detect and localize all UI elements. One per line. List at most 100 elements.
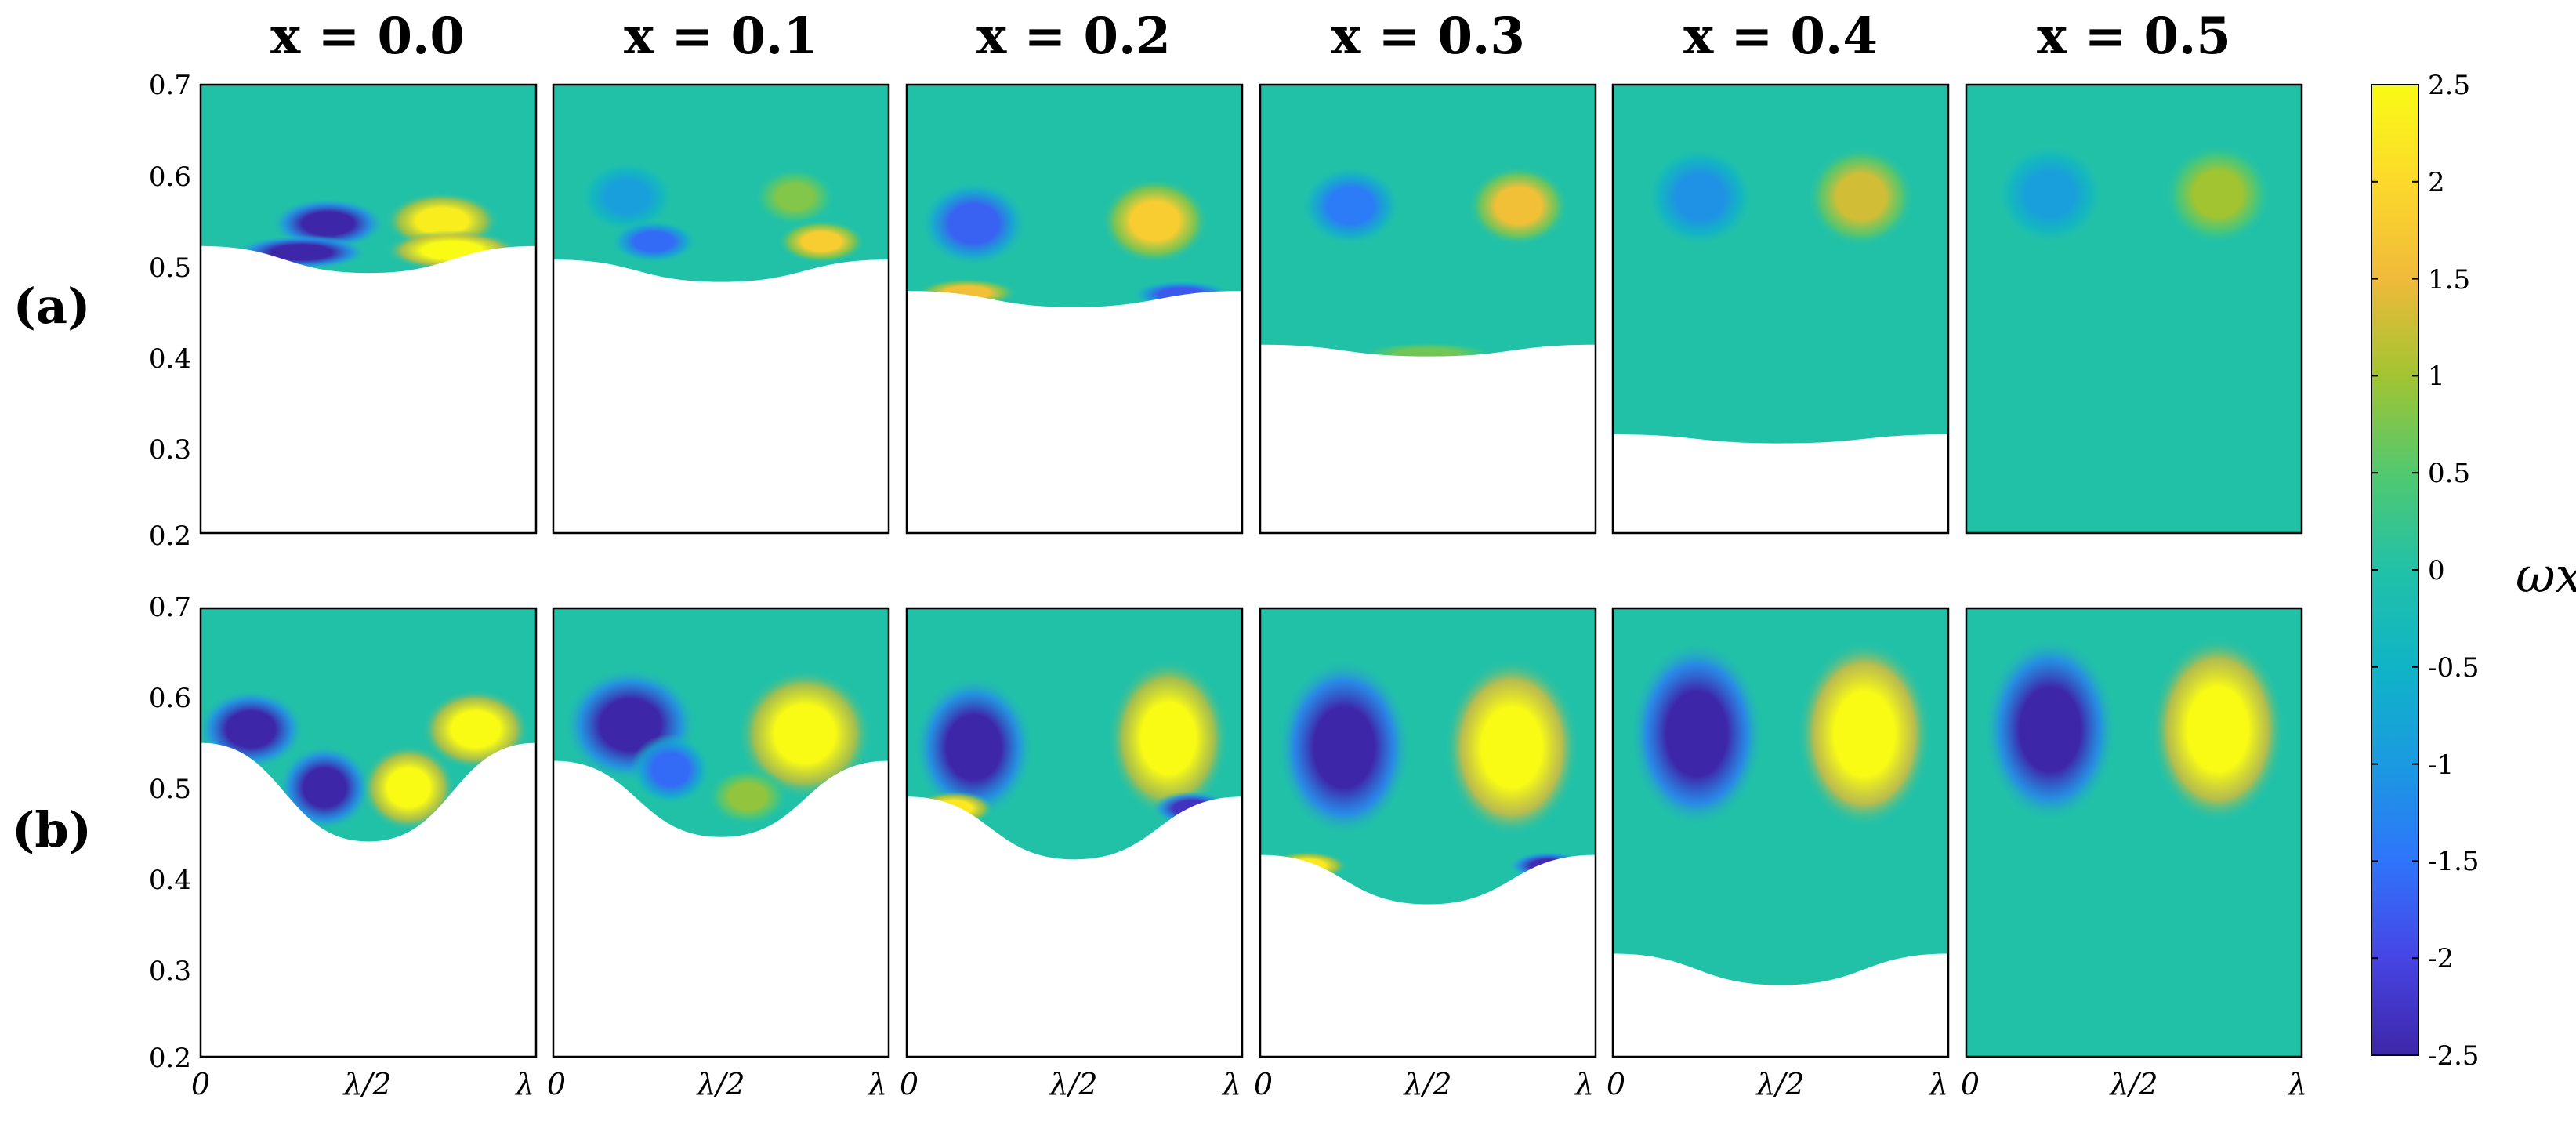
vortex-patch	[1797, 640, 1932, 828]
bed-region	[1613, 434, 1948, 533]
y-tick-label: 0.2	[149, 521, 191, 552]
vortex-patch	[361, 744, 456, 831]
y-tick-label: 0.4	[149, 343, 191, 375]
heatmap-panel-a-3	[905, 83, 1244, 535]
x-tick-label: λ	[1928, 1067, 1948, 1101]
y-axis-row-b: 0.7 0.6 0.5 0.4 0.3 0.2	[149, 592, 191, 1074]
column-titles: x = 0.0 x = 0.1 x = 0.2 x = 0.3 x = 0.4 …	[270, 7, 2231, 66]
x-tick-label: λ/2	[1048, 1067, 1097, 1101]
panel-frame	[552, 83, 890, 535]
vortex-patch	[1807, 146, 1915, 248]
y-axis-row-a: 0.7 0.6 0.5 0.4 0.3 0.2	[149, 70, 191, 552]
panel-frame	[199, 83, 538, 535]
heatmap-panel-b-4	[1259, 607, 1597, 1058]
bed-region	[553, 760, 889, 1057]
heatmap-field	[1966, 608, 2302, 1057]
bed-region	[907, 291, 1242, 533]
heatmap-field	[1966, 85, 2302, 533]
colorbar-tick-label: -1.5	[2428, 846, 2480, 877]
heatmap-panel-a-2	[552, 83, 890, 535]
panel-frame	[1965, 607, 2303, 1058]
heatmap-panel-a-4	[1259, 83, 1597, 535]
vortex-patch	[1996, 143, 2104, 245]
colorbar-gradient	[2371, 84, 2419, 1056]
x-tick-label: 0	[1607, 1067, 1625, 1101]
vortex-patch	[2150, 636, 2285, 823]
vortex-patch	[580, 161, 675, 233]
vortex-patch	[1277, 658, 1411, 836]
colorbar-tick-label: -2.5	[2428, 1040, 2480, 1072]
colorbar-tick-label: 1.5	[2428, 264, 2470, 296]
heatmap-panel-a-1	[199, 83, 538, 535]
row-labels: (a) (b)	[12, 278, 92, 858]
column-title-1: x = 0.0	[270, 7, 465, 66]
x-tick-label: λ	[2287, 1067, 2307, 1101]
column-title-3: x = 0.2	[976, 7, 1171, 66]
colorbar-tick-label: -1	[2428, 749, 2454, 781]
x-tick-label: λ	[1221, 1067, 1241, 1101]
x-tick-label: 0	[1961, 1067, 1980, 1101]
heatmap-field	[1260, 85, 1596, 533]
vortex-patch	[1629, 640, 1764, 828]
colorbar-tick-label: 0	[2428, 555, 2445, 586]
x-tick-label: λ/2	[2108, 1067, 2158, 1101]
heatmap-panel-b-5	[1611, 607, 1950, 1058]
heatmap-panel-b-6	[1965, 607, 2303, 1058]
column-title-4: x = 0.3	[1331, 7, 1525, 66]
y-tick-label: 0.5	[149, 774, 191, 805]
heatmap-field	[553, 85, 889, 533]
vortex-patch	[1983, 636, 2118, 823]
vortex-patch	[707, 767, 788, 825]
x-tick-label: 0	[547, 1067, 566, 1101]
colorbar-tick-label: -0.5	[2428, 652, 2480, 684]
panel-frame	[1259, 607, 1597, 1058]
vortex-patch	[913, 675, 1034, 819]
panel-frame	[1611, 83, 1950, 535]
panel-frame	[905, 83, 1244, 535]
x-tick-label: λ	[867, 1067, 887, 1101]
x-tick-label: 0	[191, 1067, 210, 1101]
x-tick-label: 0	[900, 1067, 918, 1101]
heatmap-field	[201, 85, 536, 533]
heatmap-panels	[199, 83, 2303, 1058]
vortex-patch	[610, 219, 698, 263]
heatmap-background	[1966, 85, 2302, 533]
vortex-patch	[754, 168, 835, 226]
bed-region	[201, 245, 536, 533]
row-label-b: (b)	[12, 801, 92, 858]
heatmap-panel-a-6	[1965, 83, 2303, 535]
panel-frame	[552, 607, 890, 1058]
x-tick-label: λ/2	[1402, 1067, 1451, 1101]
vortex-patch	[1468, 165, 1569, 246]
heatmap-field	[1613, 608, 1948, 1057]
vortex-patch	[1101, 177, 1209, 264]
vortex-patch	[737, 669, 872, 799]
y-tick-label: 0.3	[149, 956, 191, 987]
y-tick-label: 0.7	[149, 592, 191, 623]
y-tick-label: 0.6	[149, 161, 191, 193]
heatmap-field	[907, 85, 1242, 533]
heatmap-panel-b-3	[905, 607, 1244, 1058]
vortex-patch	[1107, 659, 1229, 818]
y-tick-label: 0.2	[149, 1043, 191, 1074]
y-tick-label: 0.5	[149, 252, 191, 284]
x-tick-label: λ/2	[342, 1067, 391, 1101]
heatmap-field	[1260, 608, 1596, 1057]
bed-region	[1613, 953, 1948, 1057]
colorbar-tick-label: -2	[2428, 943, 2454, 974]
x-tick-label: λ/2	[695, 1067, 745, 1101]
heatmap-panel-b-1	[199, 607, 538, 1058]
x-tick-label: λ/2	[1755, 1067, 1804, 1101]
vortex-patch	[920, 180, 1028, 267]
heatmap-field	[553, 608, 889, 1057]
colorbar-tick-label: 1	[2428, 361, 2445, 392]
vortex-patch	[2164, 143, 2272, 245]
bed-region	[1260, 344, 1596, 533]
bed-region	[553, 259, 889, 533]
vortex-patch	[1444, 658, 1579, 836]
heatmap-panel-a-5	[1611, 83, 1950, 535]
colorbar-tick-label: 0.5	[2428, 458, 2470, 489]
x-tick-label: 0	[1254, 1067, 1273, 1101]
heatmap-field	[201, 608, 536, 1057]
